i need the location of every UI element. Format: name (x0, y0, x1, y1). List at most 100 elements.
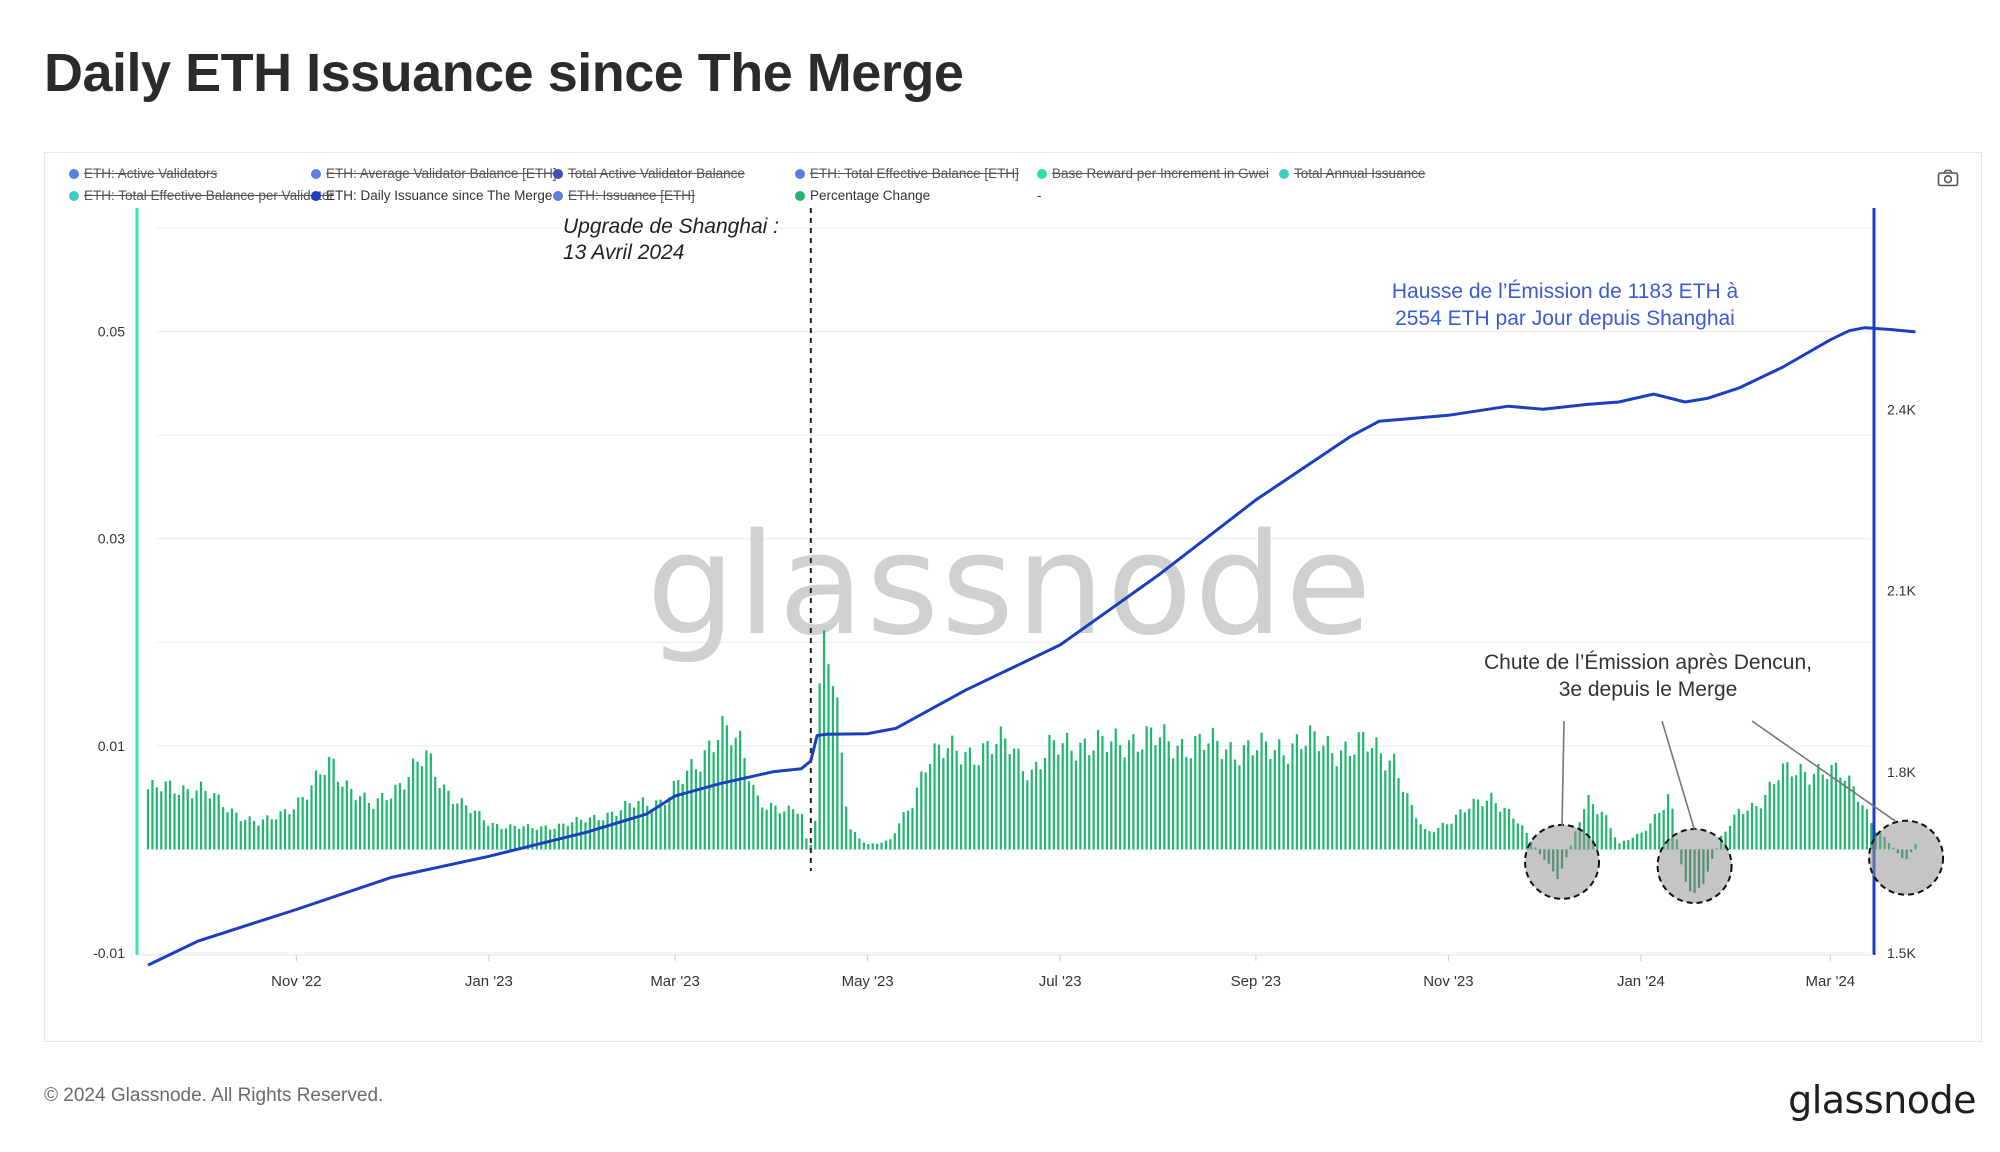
pct-change-bar (341, 786, 344, 850)
pct-change-bar (544, 825, 547, 850)
chart-panel: ETH: Active Validators ETH: Average Valid… (44, 152, 1982, 1042)
pct-change-bar (540, 826, 543, 850)
dencun-annotation-line1: Chute de l’Émission après Dencun, (1484, 651, 1812, 674)
pct-change-bar (1826, 779, 1829, 850)
pct-change-bar (420, 766, 424, 850)
pct-change-bar (155, 787, 158, 850)
pct-change-bar (1317, 751, 1321, 850)
pct-change-bar (1074, 760, 1078, 850)
pct-change-bar (319, 774, 322, 850)
legend-item[interactable]: Total Annual Issuance (1279, 163, 1425, 185)
pct-change-bar (694, 769, 698, 850)
pct-change-bar (526, 824, 530, 850)
pct-change-bar (239, 821, 242, 850)
pct-change-bar (1503, 807, 1506, 850)
pct-change-bar (328, 756, 331, 850)
pct-change-bar (588, 817, 591, 850)
pct-change-bar (902, 812, 905, 850)
pct-change-bar (690, 759, 693, 850)
pct-change-bar (1313, 731, 1316, 850)
pct-change-bar (637, 800, 640, 850)
pct-change-bar (442, 784, 446, 850)
right-axis-tick: 2.1K (1887, 583, 1916, 599)
pct-change-bar (217, 794, 220, 850)
pct-change-bar (787, 805, 790, 850)
pct-change-bar (1742, 814, 1745, 850)
pct-change-bar (146, 789, 150, 850)
pct-change-bar (769, 802, 773, 850)
pct-change-bar (1061, 743, 1064, 850)
pct-change-bar (173, 793, 176, 850)
pct-change-bar (593, 814, 596, 850)
pct-change-bar (982, 743, 985, 850)
pct-change-bar (1472, 798, 1475, 850)
pct-change-bar (363, 792, 366, 850)
pct-change-bar (602, 820, 605, 850)
pct-change-bar (416, 761, 419, 850)
pct-change-bar (862, 842, 865, 850)
pct-change-bar (350, 788, 353, 850)
pct-change-bar (1773, 784, 1776, 850)
pct-change-bar (283, 809, 287, 850)
legend-item[interactable]: ETH: Average Validator Balance [ETH] (311, 163, 557, 185)
pct-change-bar (504, 828, 508, 850)
legend-item[interactable]: ETH: Total Effective Balance per Validat… (69, 185, 334, 207)
pct-change-bar (840, 752, 843, 850)
pct-change-bar (968, 747, 972, 850)
pct-change-bar (1057, 754, 1060, 850)
pct-change-bar (266, 815, 269, 850)
pct-change-bar (1357, 732, 1360, 850)
pct-change-bar (1008, 754, 1011, 850)
legend-label: - (1037, 188, 1042, 203)
pct-change-bar (1172, 758, 1175, 850)
pct-change-bar (1786, 762, 1789, 850)
legend-item[interactable]: ETH: Active Validators (69, 163, 217, 185)
pct-change-bar (385, 800, 388, 850)
pct-change-bar (1865, 809, 1869, 850)
pct-change-bar (628, 803, 631, 850)
pct-change-bar (814, 820, 817, 850)
pct-change-bar (1759, 808, 1762, 850)
pct-change-bar (1437, 827, 1440, 850)
pct-change-bar (818, 683, 821, 850)
pct-change-bar (1613, 837, 1617, 850)
pct-change-bar (270, 819, 273, 850)
pct-change-bar (1839, 777, 1842, 850)
pct-change-bar (275, 819, 278, 850)
pct-change-bar (668, 797, 671, 850)
pct-change-bar (1653, 813, 1656, 850)
pct-change-bar (1817, 763, 1820, 850)
pct-change-bar (1834, 762, 1838, 850)
pct-change-bar (487, 825, 490, 850)
pct-change-bar (1048, 734, 1051, 850)
left-axis-tick: -0.01 (93, 945, 125, 961)
legend-dot (553, 169, 563, 179)
legend-dot (69, 191, 79, 201)
legend-item[interactable]: Base Reward per Increment in Gwei (1037, 163, 1269, 185)
pct-change-bar (1481, 806, 1484, 850)
pct-change-bar (168, 780, 172, 850)
dencun-annotation-line2: 3e depuis le Merge (1559, 678, 1738, 701)
pct-change-bar (1229, 741, 1232, 850)
pct-change-bar (1490, 792, 1493, 850)
legend-item[interactable]: ETH: Total Effective Balance [ETH] (795, 163, 1019, 185)
legend-item[interactable]: ETH: Issuance [ETH] (553, 185, 695, 207)
dencun-pointer-line (1561, 720, 1565, 826)
pct-change-bar (531, 828, 534, 850)
pct-change-bar (1127, 740, 1131, 850)
pct-change-bar (884, 840, 888, 850)
legend-item[interactable]: Total Active Validator Balance (553, 163, 745, 185)
pct-change-bar (1401, 791, 1405, 850)
legend-item[interactable]: ETH: Daily Issuance since The Merge (311, 185, 552, 207)
pct-change-bar (438, 788, 441, 850)
pct-change-bar (288, 814, 291, 850)
pct-change-bar (1861, 805, 1864, 850)
pct-change-bar (1627, 840, 1630, 850)
dencun-pointer-line (1661, 720, 1696, 831)
camera-icon[interactable] (1937, 169, 1959, 187)
legend-item[interactable]: Percentage Change (795, 185, 930, 207)
glassnode-logo[interactable]: glassnode (1788, 1078, 1976, 1122)
legend-item[interactable]: - (1037, 185, 1042, 207)
x-axis-tick: Jul '23 (1039, 973, 1082, 990)
pct-change-bar (1658, 812, 1661, 850)
